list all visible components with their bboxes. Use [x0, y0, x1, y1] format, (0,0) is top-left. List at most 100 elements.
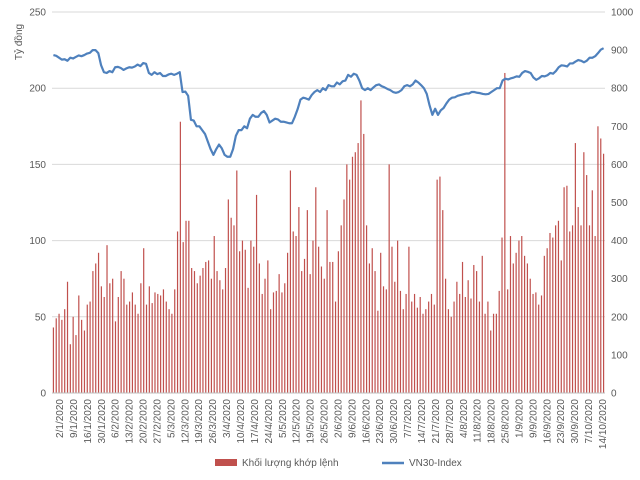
volume-bar	[126, 304, 128, 393]
left-tick-label: 150	[29, 160, 46, 171]
volume-bar	[137, 313, 139, 393]
volume-bar	[117, 296, 119, 393]
volume-bar	[318, 246, 320, 393]
left-tick-label: 50	[35, 312, 47, 323]
volume-bar	[461, 261, 464, 393]
x-tick-label: 13/2/2020	[125, 399, 136, 444]
legend-swatch-volume	[215, 459, 237, 466]
volume-bar	[473, 264, 475, 393]
x-tick-label: 12/5/2020	[292, 399, 303, 444]
volume-bar	[388, 164, 390, 393]
x-tick-label: 9/6/2020	[347, 399, 358, 438]
volume-bar	[120, 271, 122, 393]
x-tick-label: 2/1/2020	[55, 399, 66, 438]
volume-bar	[399, 290, 402, 393]
x-tick-label: 7/10/2020	[584, 399, 595, 444]
left-axis-ticks: 0 50 100 150 200 250	[29, 8, 46, 400]
volume-bar	[425, 309, 427, 393]
volume-bar	[571, 225, 574, 393]
volume-bar	[250, 240, 252, 393]
volume-bar	[312, 240, 314, 393]
volume-bar	[179, 121, 181, 393]
volume-bar	[213, 236, 215, 393]
x-tick-label: 24/4/2020	[264, 399, 275, 444]
volume-bar	[239, 251, 241, 393]
volume-bar	[549, 232, 551, 393]
right-tick-label: 400	[611, 236, 628, 247]
volume-bar	[363, 133, 365, 394]
volume-bar	[422, 313, 424, 393]
volume-bar	[470, 298, 472, 393]
volume-bar	[272, 292, 275, 393]
volume-bar	[481, 255, 483, 393]
volume-bar	[555, 225, 557, 393]
volume-bar	[377, 310, 379, 393]
volume-bar	[453, 301, 455, 393]
left-tick-label: 200	[29, 84, 46, 95]
volume-bar	[509, 236, 512, 393]
right-tick-label: 700	[611, 122, 628, 133]
x-tick-label: 16/6/2020	[361, 399, 372, 444]
right-tick-label: 800	[611, 84, 628, 95]
volume-bar	[413, 293, 416, 393]
right-tick-label: 200	[611, 312, 628, 323]
volume-bar	[227, 199, 229, 393]
volume-bar	[535, 292, 537, 393]
volume-bar	[382, 286, 385, 393]
left-tick-label: 250	[29, 8, 46, 19]
x-tick-label: 5/3/2020	[166, 399, 177, 438]
volume-bar	[270, 309, 272, 393]
volume-bar	[52, 327, 55, 393]
volume-bar	[233, 225, 235, 393]
volume-bar	[583, 152, 585, 393]
volume-bar	[543, 255, 545, 393]
volume-bar	[134, 304, 136, 393]
volume-bar	[207, 260, 210, 393]
volume-bar	[244, 249, 246, 393]
volume-bar	[442, 210, 444, 393]
volume-bar	[174, 289, 176, 393]
volume-bar	[343, 199, 345, 393]
volume-bar	[81, 319, 83, 393]
volume-bar	[538, 304, 540, 393]
volume-bar	[346, 164, 348, 393]
volume-bar	[289, 170, 292, 393]
volume-bar	[459, 293, 461, 393]
volume-bar	[100, 286, 102, 393]
volume-bar	[416, 307, 418, 393]
volume-bar	[397, 240, 399, 393]
volume-bar	[512, 263, 514, 393]
volume-bar	[157, 293, 159, 393]
volume-bar	[504, 72, 506, 394]
x-tick-label: 27/2/2020	[153, 399, 164, 444]
volume-bar	[560, 260, 562, 393]
right-tick-label: 900	[611, 46, 628, 57]
volume-bar	[162, 289, 165, 393]
volume-bar	[430, 293, 433, 393]
legend-label-index: VN30-Index	[409, 458, 462, 469]
vn30-index-line	[53, 47, 605, 158]
volume-bar	[219, 280, 221, 393]
volume-bar	[196, 283, 198, 393]
x-tick-label: 30/1/2020	[97, 399, 108, 444]
volume-bar	[337, 251, 339, 393]
x-tick-label: 14/7/2020	[417, 399, 428, 444]
volume-bar	[95, 263, 97, 393]
volume-bar	[532, 293, 534, 393]
volume-bars	[52, 72, 605, 394]
x-tick-label: 4/8/2020	[459, 399, 470, 438]
volume-bar	[97, 252, 100, 393]
x-tick-label: 1/9/2020	[515, 399, 526, 438]
volume-bar	[148, 286, 150, 393]
volume-bar	[334, 301, 337, 393]
volume-bar	[131, 292, 134, 393]
volume-bar	[143, 248, 145, 393]
volume-bar	[574, 143, 576, 393]
volume-bar	[66, 281, 69, 393]
x-tick-label: 28/7/2020	[445, 399, 456, 444]
volume-bar	[210, 278, 213, 393]
volume-bar	[588, 225, 591, 393]
volume-bar	[89, 301, 91, 393]
volume-bar	[478, 301, 481, 393]
